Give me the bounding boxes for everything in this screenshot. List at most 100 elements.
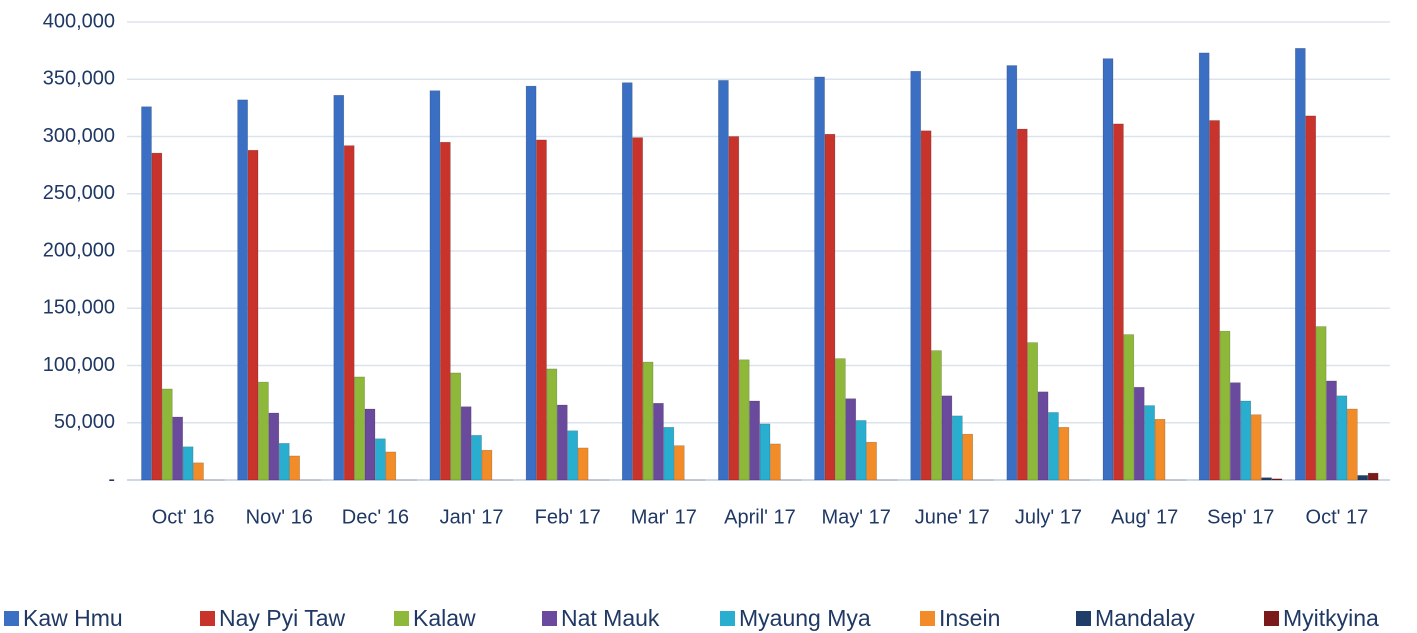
bar bbox=[1209, 120, 1220, 481]
legend-swatch bbox=[1076, 611, 1091, 626]
bar bbox=[749, 400, 760, 481]
y-tick-label: 200,000 bbox=[43, 239, 115, 261]
bar bbox=[237, 99, 248, 481]
bar bbox=[556, 404, 568, 481]
y-tick-label: 50,000 bbox=[54, 411, 115, 433]
bar bbox=[866, 441, 877, 481]
bar bbox=[193, 462, 204, 481]
bar bbox=[718, 80, 729, 481]
legend-label: Insein bbox=[939, 605, 1000, 631]
bar bbox=[941, 395, 953, 481]
bar bbox=[1271, 478, 1283, 481]
x-tick-label: April' 17 bbox=[724, 506, 796, 528]
bar bbox=[1230, 382, 1241, 481]
bar bbox=[1367, 472, 1379, 481]
bar bbox=[962, 433, 974, 481]
bar bbox=[1261, 477, 1272, 481]
bar bbox=[172, 416, 183, 481]
bar bbox=[450, 372, 462, 481]
bar bbox=[161, 388, 173, 481]
bar bbox=[1250, 414, 1262, 481]
bar bbox=[1315, 326, 1327, 481]
x-tick-label: Feb' 17 bbox=[535, 506, 601, 528]
bar bbox=[1219, 330, 1231, 481]
bar bbox=[1305, 115, 1317, 481]
legend-label: Myitkyina bbox=[1283, 605, 1379, 631]
legend-label: Myaung Mya bbox=[739, 605, 871, 631]
bar bbox=[1198, 52, 1210, 481]
bar bbox=[1027, 342, 1038, 481]
bar bbox=[824, 133, 836, 481]
bar bbox=[546, 368, 558, 481]
bar bbox=[182, 446, 194, 481]
bar bbox=[920, 130, 932, 481]
bar bbox=[460, 406, 472, 481]
y-tick-label: 100,000 bbox=[43, 354, 115, 376]
y-tick-label: 300,000 bbox=[43, 125, 115, 147]
bar bbox=[1144, 405, 1155, 481]
bar bbox=[258, 381, 269, 481]
bar bbox=[1240, 400, 1252, 481]
x-tick-label: Nov' 16 bbox=[246, 506, 313, 528]
bar bbox=[663, 427, 675, 481]
bar bbox=[333, 94, 345, 481]
x-tick-label: May' 17 bbox=[821, 506, 890, 528]
bar bbox=[738, 359, 750, 481]
bar bbox=[525, 85, 537, 481]
bar bbox=[1336, 395, 1348, 481]
bar bbox=[289, 455, 300, 481]
x-tick-label: Sep' 17 bbox=[1207, 506, 1274, 528]
y-tick-label: 350,000 bbox=[43, 68, 115, 90]
bar bbox=[385, 451, 397, 481]
bar bbox=[1326, 380, 1337, 481]
bar bbox=[632, 137, 643, 481]
bar bbox=[653, 402, 664, 481]
bar bbox=[1347, 408, 1358, 481]
bar bbox=[1016, 128, 1028, 481]
y-tick-label: 150,000 bbox=[43, 297, 115, 319]
bar bbox=[278, 443, 290, 481]
bar bbox=[343, 145, 355, 481]
y-tick-label: - bbox=[108, 468, 115, 490]
bar bbox=[814, 76, 825, 481]
bar bbox=[642, 361, 654, 481]
bar bbox=[567, 430, 578, 481]
bar bbox=[577, 447, 589, 481]
bar bbox=[673, 445, 685, 481]
bar bbox=[268, 412, 280, 481]
bar bbox=[481, 449, 493, 481]
bar bbox=[621, 82, 633, 481]
legend-swatch bbox=[542, 611, 557, 626]
bar bbox=[429, 90, 441, 481]
x-tick-label: Jan' 17 bbox=[440, 506, 504, 528]
legend-swatch bbox=[200, 611, 215, 626]
bar bbox=[536, 139, 547, 481]
bar bbox=[1037, 391, 1049, 481]
x-tick-label: Oct' 17 bbox=[1306, 506, 1369, 528]
legend-label: Mandalay bbox=[1095, 605, 1195, 631]
bar bbox=[364, 408, 376, 481]
bar bbox=[759, 423, 771, 481]
y-tick-label: 400,000 bbox=[43, 10, 115, 32]
bar bbox=[151, 152, 163, 481]
legend-label: Nat Mauk bbox=[561, 605, 660, 631]
bar bbox=[440, 141, 451, 481]
x-tick-label: June' 17 bbox=[915, 506, 990, 528]
bar bbox=[247, 149, 259, 481]
x-tick-label: Dec' 16 bbox=[342, 506, 409, 528]
legend-swatch bbox=[1264, 611, 1279, 626]
bar bbox=[1295, 48, 1306, 481]
bar bbox=[770, 443, 781, 481]
bar bbox=[471, 435, 482, 481]
bar bbox=[141, 106, 152, 481]
legend-swatch bbox=[394, 611, 409, 626]
bar bbox=[952, 415, 963, 481]
legend-swatch bbox=[920, 611, 935, 626]
bar bbox=[1357, 475, 1369, 481]
y-tick-label: 250,000 bbox=[43, 182, 115, 204]
bar bbox=[1006, 65, 1018, 481]
x-tick-label: Aug' 17 bbox=[1111, 506, 1178, 528]
bar bbox=[1102, 58, 1114, 481]
bar bbox=[1133, 386, 1145, 481]
